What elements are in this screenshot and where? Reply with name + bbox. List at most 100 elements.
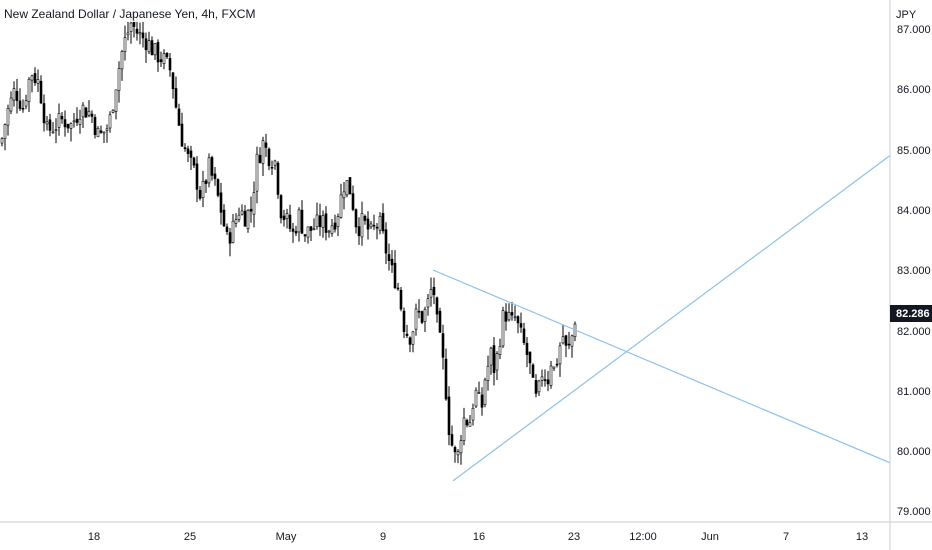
candle-body: [105, 128, 109, 131]
candle-body: [291, 228, 295, 232]
candle-body: [135, 28, 139, 34]
candle-body: [36, 79, 40, 84]
candle-body: [159, 59, 163, 63]
candle-body: [441, 333, 445, 358]
candle-body: [138, 32, 142, 35]
candle-body: [195, 163, 199, 190]
candle-body: [210, 157, 214, 176]
candle-body: [510, 312, 514, 316]
candle-body: [459, 440, 463, 454]
candle-body: [363, 215, 367, 221]
candle-body: [222, 209, 226, 227]
candle-body: [516, 316, 520, 324]
candle-body: [435, 297, 439, 315]
candle-body: [63, 119, 67, 128]
candle-body: [261, 140, 265, 164]
currency-label: JPY: [896, 9, 917, 21]
candle-body: [30, 75, 34, 81]
candle-body: [213, 173, 217, 180]
candle-body: [87, 111, 91, 116]
y-tick-label: 87.000: [897, 24, 931, 36]
y-tick-label: 83.000: [897, 265, 931, 277]
candle-body: [243, 210, 247, 227]
candle-body: [3, 124, 7, 139]
candle-body: [66, 123, 70, 129]
candle-body: [78, 118, 82, 125]
candle-body: [555, 363, 559, 366]
candle-body: [120, 51, 124, 70]
candle-body: [84, 107, 88, 118]
y-tick-label: 84.000: [897, 205, 931, 217]
y-tick-label: 82.000: [897, 326, 931, 338]
candle-body: [96, 128, 100, 138]
trendline[interactable]: [432, 269, 891, 464]
candle-body: [330, 225, 334, 234]
candle-body: [402, 310, 406, 332]
candle-body: [201, 181, 205, 198]
candle-body: [318, 215, 322, 228]
trendline[interactable]: [452, 155, 891, 482]
candle-body: [189, 150, 193, 158]
candle-body: [507, 312, 511, 321]
candle-body: [351, 193, 355, 210]
last-price-tag: [890, 305, 932, 322]
candle-body: [216, 179, 220, 196]
candle-body: [474, 389, 478, 407]
time-axis[interactable]: 18 25 May 9 16 23 12:00 Jun 7 13: [88, 531, 868, 543]
candle-body: [93, 117, 97, 135]
candle-body: [339, 194, 343, 218]
candle-body: [357, 226, 361, 237]
candle-body: [564, 335, 568, 346]
candle-body: [342, 191, 346, 199]
candle-body: [387, 254, 391, 261]
candle-body: [171, 72, 175, 90]
candle-body: [567, 343, 571, 346]
candle-body: [306, 226, 310, 238]
candle-body: [501, 310, 505, 347]
candle-body: [285, 213, 289, 219]
candle-body: [21, 107, 25, 110]
candle-body: [366, 218, 370, 230]
candle-body: [543, 379, 547, 381]
candle-body: [156, 42, 160, 63]
y-tick-label: 80.000: [897, 446, 931, 458]
candle-body: [414, 308, 418, 330]
y-tick-label: 81.000: [897, 386, 931, 398]
candle-body: [324, 213, 328, 233]
candle-body: [177, 108, 181, 126]
candle-body: [519, 323, 523, 328]
candle-body: [174, 88, 178, 108]
candle-body: [549, 365, 553, 386]
candle-body: [273, 160, 277, 166]
legend-backdrop: [2, 5, 220, 22]
candle-body: [486, 365, 490, 381]
candle-body: [117, 68, 121, 91]
candle-body: [45, 121, 49, 125]
x-tick-label: 9: [380, 531, 386, 543]
candle-body: [207, 157, 211, 184]
candle-body: [24, 100, 28, 107]
candle-body: [321, 215, 325, 228]
candle-body: [294, 231, 298, 234]
candle-body: [372, 224, 376, 227]
candle-body: [432, 286, 436, 296]
candle-body: [270, 166, 274, 169]
last-price-label: 82.286: [896, 308, 930, 320]
candle-body: [114, 89, 118, 112]
candle-body: [531, 364, 535, 378]
candle-body: [90, 113, 94, 117]
candle-body: [561, 336, 565, 344]
candle-body: [456, 451, 460, 456]
candle-body: [183, 147, 187, 150]
price-axis[interactable]: JPY 87.000 86.000 85.000 84.000 83.000 8…: [890, 9, 932, 518]
candle-body: [279, 195, 283, 219]
candle-body: [168, 58, 172, 71]
candle-body: [546, 379, 550, 385]
candle-body: [504, 311, 508, 322]
candle-body: [465, 419, 469, 426]
candle-body: [231, 220, 235, 243]
candle-body: [0, 138, 4, 144]
candle-body: [300, 209, 304, 234]
